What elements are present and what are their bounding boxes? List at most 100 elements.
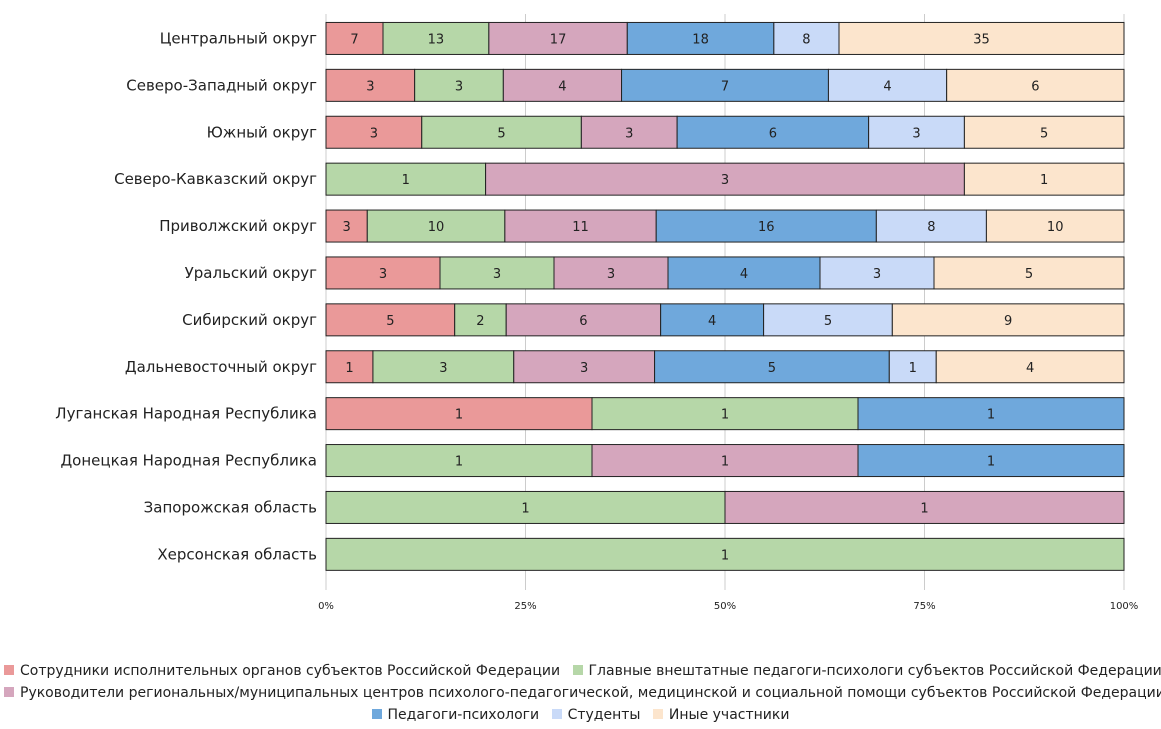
bar-segment: [325, 490, 726, 524]
data-label: 3: [607, 267, 615, 282]
bar-segment: [513, 350, 656, 384]
bar-segment: [963, 115, 1125, 149]
legend-item-executive-staff[interactable]: Сотрудники исполнительных органов субъек…: [4, 660, 560, 682]
legend-line-3: Педагоги-психологи Студенты Иные участни…: [0, 704, 1161, 726]
data-label: 16: [758, 220, 775, 235]
data-label: 35: [973, 32, 990, 47]
legend: Сотрудники исполнительных органов субъек…: [0, 660, 1161, 726]
category-label: Запорожская область: [144, 498, 317, 516]
bar-segment: [963, 162, 1125, 196]
data-label: 13: [428, 32, 445, 47]
category-label: Херсонская область: [157, 545, 317, 563]
bar-segment: [439, 256, 555, 290]
bar-segment: [985, 209, 1125, 243]
data-label: 1: [721, 548, 729, 563]
bar-segment: [372, 350, 515, 384]
category-label: Луганская Народная Республика: [55, 405, 317, 423]
bar-segment: [454, 303, 507, 337]
bar-segment: [773, 21, 840, 55]
data-label: 5: [1040, 126, 1048, 141]
legend-item-chief-psychologists[interactable]: Главные внештатные педагоги-психологи су…: [572, 660, 1161, 682]
legend-item-students[interactable]: Студенты: [551, 704, 641, 726]
bar-segment: [591, 397, 859, 431]
legend-item-center-heads[interactable]: Руководители региональных/муниципальных …: [4, 682, 1161, 704]
x-tick-label: 50%: [714, 601, 736, 612]
category-label: Дальневосточный округ: [125, 358, 317, 376]
data-label: 3: [366, 79, 374, 94]
data-label: 3: [580, 361, 588, 376]
x-tick-label: 25%: [514, 601, 536, 612]
bar-segment: [827, 68, 948, 102]
legend-label-psychologists: Педагоги-психологи: [387, 707, 540, 723]
legend-swatch-center-heads: [4, 687, 14, 697]
bar-segment: [857, 397, 1125, 431]
data-label: 1: [521, 501, 529, 516]
bar-segment: [891, 303, 1125, 337]
bar-segment: [325, 256, 441, 290]
data-label: 1: [987, 408, 995, 423]
bar-segment: [553, 256, 669, 290]
bar-segment: [857, 444, 1125, 478]
data-label: 3: [493, 267, 501, 282]
data-label: 1: [920, 501, 928, 516]
category-label: Северо-Кавказский округ: [114, 170, 317, 188]
data-label: 6: [769, 126, 777, 141]
legend-label-executive-staff: Сотрудники исполнительных органов субъек…: [20, 663, 561, 679]
bar-segment: [724, 490, 1125, 524]
legend-swatch-students: [551, 709, 562, 719]
legend-label-students: Студенты: [567, 707, 641, 723]
bar-segment: [502, 68, 623, 102]
category-label: Донецкая Народная Республика: [60, 452, 317, 470]
data-label: 3: [625, 126, 633, 141]
data-label: 2: [476, 314, 484, 329]
bar-segment: [591, 444, 859, 478]
legend-label-other: Иные участники: [668, 707, 790, 723]
bar-segment: [655, 209, 877, 243]
data-label: 3: [342, 220, 350, 235]
legend-item-psychologists[interactable]: Педагоги-психологи: [371, 704, 540, 726]
data-label: 1: [987, 455, 995, 470]
data-label: 5: [497, 126, 505, 141]
bar-segment: [946, 68, 1125, 102]
bar-segment: [325, 303, 456, 337]
bar-segment: [875, 209, 987, 243]
bar-segment: [676, 115, 870, 149]
data-label: 10: [428, 220, 445, 235]
bar-segment: [654, 350, 890, 384]
data-label: 1: [1040, 173, 1048, 188]
legend-swatch-chief-psychologists: [572, 665, 583, 675]
bar-segment: [763, 303, 893, 337]
data-label: 1: [402, 173, 410, 188]
legend-item-other[interactable]: Иные участники: [652, 704, 790, 726]
bar-segment: [325, 444, 593, 478]
x-tick-label: 75%: [913, 601, 935, 612]
bar-segment: [505, 303, 662, 337]
data-label: 4: [708, 314, 716, 329]
category-label: Приволжский округ: [159, 217, 317, 235]
data-label: 3: [439, 361, 447, 376]
data-label: 17: [550, 32, 567, 47]
category-label: Центральный округ: [160, 29, 317, 47]
data-label: 3: [379, 267, 387, 282]
bar-segment: [485, 162, 965, 196]
legend-line-2: Руководители региональных/муниципальных …: [0, 682, 1161, 704]
stacked-bar-chart: 0% 25% 50% 75% 100%Центральный округ 7 13 17 18 8…: [55, 14, 1139, 612]
bar-segment: [488, 21, 628, 55]
data-label: 3: [370, 126, 378, 141]
bar-segment: [325, 537, 1125, 571]
bar-segment: [838, 21, 1125, 55]
category-label: Северо-Западный округ: [126, 76, 317, 94]
legend-label-center-heads: Руководители региональных/муниципальных …: [20, 685, 1161, 701]
bar-segment: [933, 256, 1125, 290]
data-label: 1: [345, 361, 353, 376]
bar-segment: [504, 209, 657, 243]
data-label: 1: [909, 361, 917, 376]
bar-segment: [819, 256, 935, 290]
bar-segment: [325, 162, 487, 196]
x-tick-label: 100%: [1110, 601, 1139, 612]
data-label: 10: [1047, 220, 1064, 235]
data-label: 3: [873, 267, 881, 282]
data-label: 4: [1026, 361, 1034, 376]
data-label: 4: [883, 79, 891, 94]
